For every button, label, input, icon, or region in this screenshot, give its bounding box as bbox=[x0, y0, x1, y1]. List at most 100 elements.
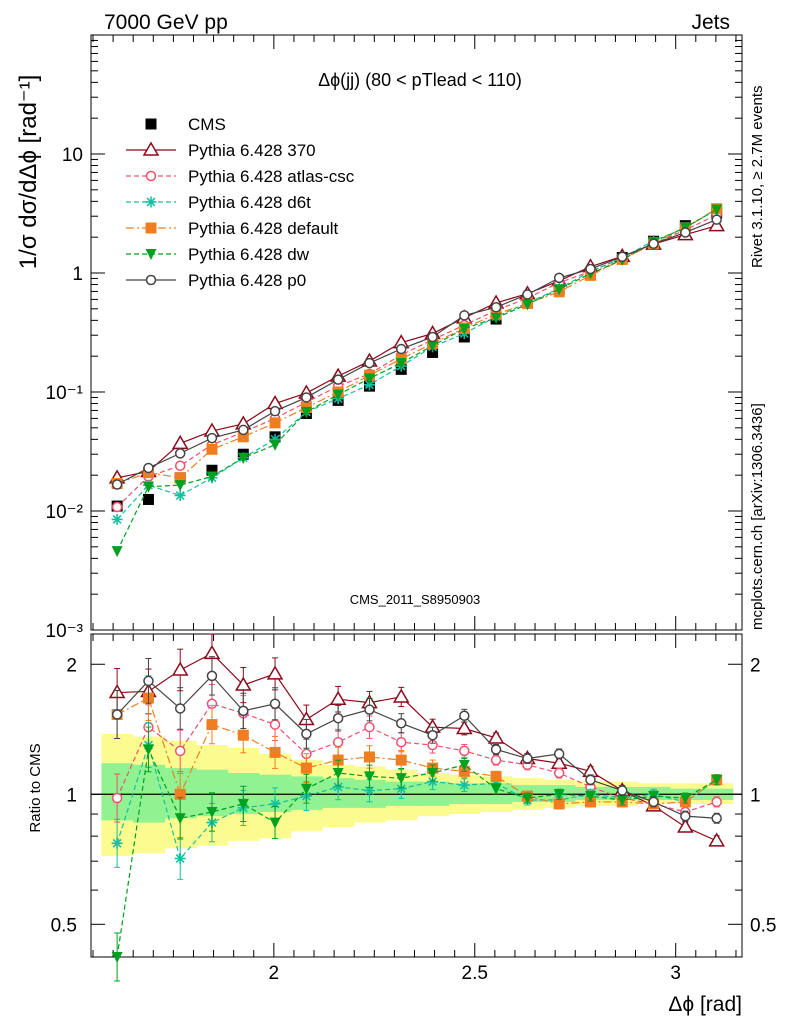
main-y-tick-label: 10⁻¹ bbox=[46, 383, 84, 404]
main-point-pythia-6-428-p0 bbox=[711, 214, 722, 225]
ratio-point-pythia-6-428-p0 bbox=[332, 712, 344, 724]
ratio-point-pythia-6-428-p0 bbox=[648, 796, 659, 808]
main-point-pythia-6-428-dw bbox=[174, 480, 186, 492]
chart-text: 7000 GeV pp Jets Δϕ(jj) (80 < pTlead < 1… bbox=[15, 11, 766, 1016]
legend-marker-pythia-6-428-370 bbox=[142, 141, 160, 156]
ratio-point-pythia-6-428-370 bbox=[266, 665, 284, 680]
ratio-point-pythia-6-428-default bbox=[490, 770, 502, 782]
main-point-pythia-6-428-atlas-csc bbox=[111, 501, 123, 513]
main-point-pythia-6-428-dw bbox=[332, 389, 344, 401]
ratio-point-pythia-6-428-370 bbox=[456, 720, 473, 735]
main-point-pythia-6-428-p0 bbox=[585, 263, 596, 275]
main-point-pythia-6-428-p0 bbox=[174, 448, 186, 459]
ratio-point-pythia-6-428-atlas-csc bbox=[269, 719, 281, 730]
axis-ticks: 10⁻³ 10⁻² 10⁻¹ 1 10 0.5 0.5 1 1 2 2 2 2.5 3 bbox=[46, 35, 776, 984]
ratio-point-pythia-6-428-default bbox=[395, 754, 407, 766]
ratio-point-pythia-6-428-p0 bbox=[174, 703, 186, 714]
main-point-pythia-6-428-atlas-csc bbox=[174, 460, 186, 472]
main-point-pythia-6-428-p0 bbox=[395, 343, 407, 355]
legend-marker-pythia-6-428-dw bbox=[145, 249, 157, 260]
main-panel-series bbox=[108, 203, 725, 558]
main-point-cms bbox=[142, 493, 154, 505]
main-point-pythia-6-428-p0 bbox=[522, 289, 533, 300]
ratio-point-pythia-6-428-p0 bbox=[301, 728, 312, 740]
ratio-y-tick-label-right: 1 bbox=[750, 785, 761, 806]
main-point-pythia-6-428-p0 bbox=[680, 227, 691, 238]
main-y-tick-label: 10 bbox=[62, 145, 83, 166]
main-series-line-pythia-6-428-p0 bbox=[116, 219, 717, 486]
ratio-point-pythia-6-428-370 bbox=[708, 832, 725, 847]
ratio-y-tick-label-right: 2 bbox=[750, 655, 761, 676]
ratio-point-pythia-6-428-atlas-csc bbox=[332, 736, 344, 748]
ratio-point-pythia-6-428-p0 bbox=[427, 729, 438, 741]
main-point-pythia-6-428-p0 bbox=[553, 272, 565, 284]
legend: CMS Pythia 6.428 370 Pythia 6.428 atlas-cs… bbox=[126, 115, 355, 290]
ratio-point-pythia-6-428-d6t bbox=[111, 837, 123, 849]
legend-marker-pythia-6-428-atlas-csc bbox=[145, 170, 157, 182]
main-point-pythia-6-428-p0 bbox=[490, 302, 502, 313]
main-point-pythia-6-428-dw bbox=[711, 204, 723, 216]
ratio-point-pythia-6-428-atlas-csc bbox=[459, 745, 470, 757]
legend-label-pythia-6-428-p0: Pythia 6.428 p0 bbox=[188, 271, 306, 290]
ratio-point-pythia-6-428-p0 bbox=[680, 810, 691, 822]
ratio-y-axis-label: Ratio to CMS bbox=[27, 743, 44, 832]
main-point-pythia-6-428-dw bbox=[395, 358, 407, 370]
ratio-point-pythia-6-428-default bbox=[300, 762, 312, 774]
main-point-pythia-6-428-p0 bbox=[616, 251, 628, 262]
ratio-point-pythia-6-428-atlas-csc bbox=[395, 736, 407, 748]
main-point-pythia-6-428-p0 bbox=[269, 405, 281, 417]
ratio-y-tick-label-left: 0.5 bbox=[51, 915, 77, 936]
ratio-point-pythia-6-428-atlas-csc bbox=[553, 767, 565, 779]
main-point-pythia-6-428-default bbox=[206, 443, 218, 455]
main-series-line-pythia-6-428-dw bbox=[116, 209, 717, 552]
main-y-tick-label: 10⁻² bbox=[46, 502, 84, 523]
legend-label-pythia-6-428-370: Pythia 6.428 370 bbox=[188, 141, 316, 160]
ratio-series-line-pythia-6-428-p0 bbox=[116, 674, 717, 819]
main-point-pythia-6-428-dw bbox=[427, 340, 439, 352]
main-point-pythia-6-428-p0 bbox=[206, 432, 218, 444]
header-right-label: Jets bbox=[691, 11, 730, 34]
ratio-point-pythia-6-428-dw bbox=[395, 773, 407, 785]
main-plot-frame bbox=[90, 34, 743, 631]
ratio-point-pythia-6-428-dw bbox=[300, 783, 312, 795]
ratio-point-pythia-6-428-p0 bbox=[585, 774, 596, 786]
ratio-point-pythia-6-428-dw bbox=[237, 798, 249, 810]
ratio-point-pythia-6-428-d6t bbox=[395, 783, 407, 795]
ratio-point-pythia-6-428-370 bbox=[171, 661, 189, 676]
ratio-point-pythia-6-428-p0 bbox=[459, 710, 470, 721]
main-point-pythia-6-428-default bbox=[269, 417, 281, 429]
ratio-band-inner-bin bbox=[448, 783, 481, 804]
x-tick-label: 2.5 bbox=[462, 963, 488, 984]
legend-marker-pythia-6-428-p0 bbox=[145, 274, 157, 286]
legend-label-pythia-6-428-d6t: Pythia 6.428 d6t bbox=[188, 193, 311, 212]
ratio-point-pythia-6-428-370 bbox=[677, 818, 694, 833]
main-point-pythia-6-428-p0 bbox=[238, 424, 249, 436]
main-y-axis-label-text: 1/σ dσ/dΔϕ [rad⁻¹] bbox=[15, 75, 42, 270]
main-point-pythia-6-428-dw bbox=[490, 312, 502, 324]
ratio-point-pythia-6-428-dw bbox=[490, 783, 502, 795]
main-point-pythia-6-428-p0 bbox=[301, 392, 312, 403]
ratio-point-pythia-6-428-dw bbox=[142, 744, 154, 756]
main-point-pythia-6-428-p0 bbox=[427, 331, 438, 343]
ratio-point-pythia-6-428-default bbox=[174, 788, 186, 800]
main-y-tick-label: 10⁻³ bbox=[46, 621, 84, 642]
ratio-point-pythia-6-428-dw bbox=[206, 806, 218, 818]
ratio-point-pythia-6-428-atlas-csc bbox=[711, 796, 722, 808]
ratio-point-pythia-6-428-p0 bbox=[206, 670, 218, 682]
legend-label-cms: CMS bbox=[188, 115, 226, 134]
main-point-pythia-6-428-p0 bbox=[648, 238, 659, 250]
ratio-y-tick-label-right: 0.5 bbox=[750, 915, 776, 936]
ratio-point-pythia-6-428-default bbox=[363, 751, 375, 763]
legend-label-pythia-6-428-atlas-csc: Pythia 6.428 atlas-csc bbox=[188, 167, 355, 186]
legend-label-pythia-6-428-default: Pythia 6.428 default bbox=[188, 219, 339, 238]
main-point-pythia-6-428-p0 bbox=[364, 357, 375, 369]
ratio-point-pythia-6-428-atlas-csc bbox=[174, 745, 186, 757]
main-point-pythia-6-428-dw bbox=[300, 406, 312, 418]
ratio-point-pythia-6-428-dw bbox=[585, 791, 597, 803]
ratio-point-pythia-6-428-dw bbox=[521, 793, 533, 805]
legend-marker-pythia-6-428-default bbox=[145, 222, 157, 234]
ratio-point-pythia-6-428-370 bbox=[234, 676, 252, 691]
main-point-pythia-6-428-d6t bbox=[174, 489, 186, 501]
main-point-pythia-6-428-p0 bbox=[111, 479, 123, 490]
